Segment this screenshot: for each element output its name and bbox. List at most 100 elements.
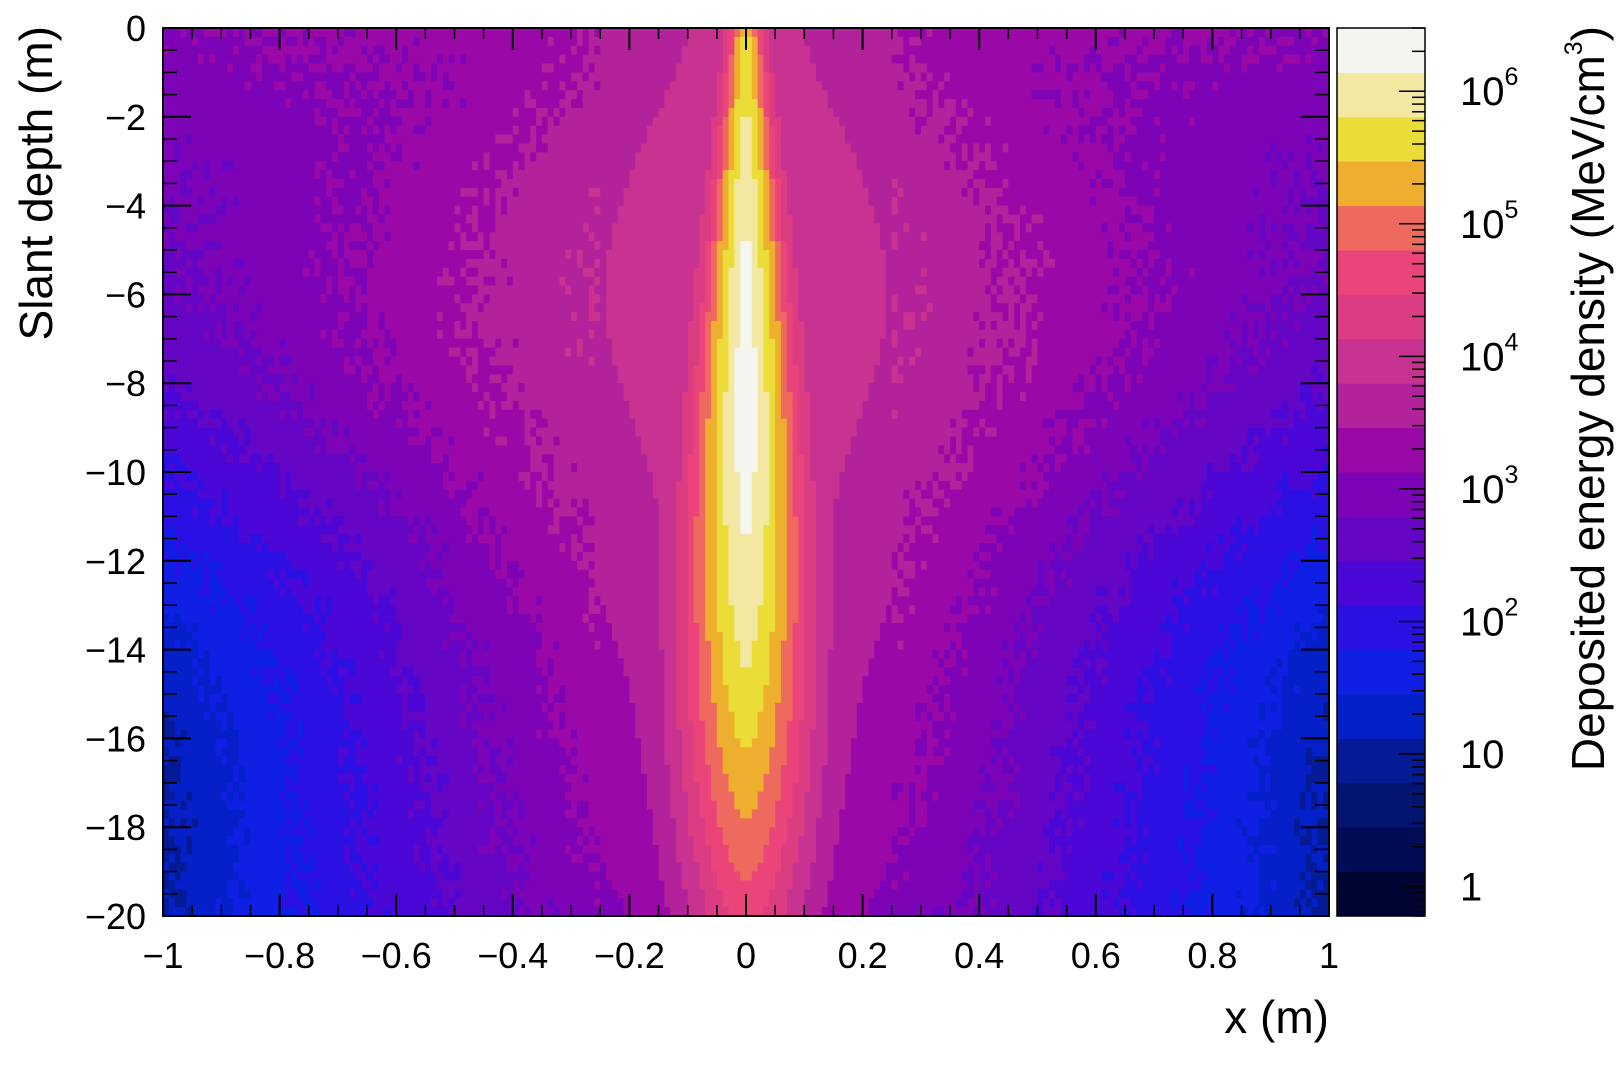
heatmap-cell: [1282, 205, 1289, 216]
heatmap-cell: [897, 409, 963, 420]
heatmap-cell: [979, 551, 992, 562]
heatmap-cell: [1171, 507, 1179, 517]
heatmap-cell: [332, 658, 356, 668]
heatmap-cell: [955, 596, 963, 606]
heatmap-cell: [763, 45, 770, 56]
heatmap-cell: [1323, 853, 1330, 864]
heatmap-cell: [163, 631, 193, 642]
heatmap-cell: [1177, 54, 1190, 65]
heatmap-cell: [763, 116, 770, 127]
heatmap-cell: [1148, 463, 1208, 473]
heatmap-cell: [180, 614, 246, 624]
heatmap-cell: [1142, 347, 1155, 358]
heatmap-cell: [1212, 729, 1219, 739]
heatmap-cell: [1014, 321, 1021, 331]
heatmap-cell: [390, 54, 403, 65]
heatmap-cell: [349, 445, 356, 455]
heatmap-cell: [483, 765, 491, 775]
heatmap-cell: [798, 551, 805, 562]
heatmap-cell: [425, 400, 432, 411]
heatmap-cell: [1020, 232, 1126, 242]
heatmap-cell: [1189, 782, 1196, 793]
heatmap-cell: [1136, 694, 1144, 704]
heatmap-cell: [1264, 800, 1272, 811]
heatmap-cell: [880, 223, 905, 233]
heatmap-cell: [967, 667, 1009, 677]
heatmap-cell: [1183, 622, 1190, 633]
heatmap-cell: [1089, 445, 1132, 455]
heatmap-cell: [734, 187, 759, 198]
heatmap-cell: [705, 338, 712, 349]
heatmap-cell: [775, 205, 782, 216]
heatmap-cell: [880, 338, 893, 349]
heatmap-cell: [1130, 338, 1138, 349]
heatmap-cell: [471, 676, 485, 686]
heatmap-cell: [477, 694, 496, 704]
heatmap-cell: [996, 587, 1033, 597]
heatmap-cell: [209, 658, 281, 668]
heatmap-cell: [885, 250, 986, 260]
heatmap-cell: [431, 827, 438, 837]
heatmap-cell: [658, 640, 677, 651]
heatmap-cell: [1124, 791, 1138, 802]
heatmap-cell: [1113, 400, 1120, 411]
heatmap-cell: [495, 409, 526, 420]
heatmap-cell: [1206, 418, 1295, 429]
heatmap-cell: [1078, 107, 1085, 118]
heatmap-cell: [355, 667, 391, 677]
heatmap-cell: [920, 347, 969, 358]
heatmap-cell: [174, 383, 187, 393]
heatmap-cell: [419, 409, 491, 420]
heatmap-cell: [163, 649, 199, 660]
heatmap-cell: [740, 125, 753, 136]
heatmap-cell: [728, 99, 735, 109]
heatmap-cell: [996, 250, 1004, 260]
heatmap-cell: [477, 321, 607, 331]
heatmap-cell: [897, 587, 910, 597]
heatmap-cell: [687, 605, 695, 615]
heatmap-cell: [495, 800, 502, 811]
heatmap-cell: [1107, 241, 1114, 251]
heatmap-cell: [501, 258, 508, 269]
heatmap-cell: [1031, 622, 1039, 633]
heatmap-cell: [448, 809, 496, 819]
heatmap-cell: [1002, 658, 1009, 668]
heatmap-cell: [938, 472, 957, 482]
heatmap-cell: [378, 338, 386, 349]
heatmap-cell: [378, 143, 386, 153]
heatmap-cell: [238, 285, 246, 295]
heatmap-cell: [378, 107, 391, 118]
heatmap-cell: [699, 454, 706, 464]
heatmap-cell: [1154, 694, 1208, 704]
heatmap-cell: [588, 303, 596, 313]
heatmap-cell: [1235, 685, 1272, 695]
heatmap-cell: [163, 409, 170, 420]
heatmap-cell: [985, 800, 998, 811]
heatmap-cell: [355, 569, 362, 580]
heatmap-cell: [658, 631, 677, 642]
heatmap-cell: [1218, 622, 1225, 633]
heatmap-cell: [1183, 409, 1272, 420]
heatmap-cell: [413, 392, 421, 402]
heatmap-cell: [1014, 765, 1021, 775]
heatmap-cell: [466, 720, 473, 731]
heatmap-cell: [641, 756, 665, 766]
heatmap-cell: [734, 232, 759, 242]
heatmap-cell: [483, 640, 491, 651]
heatmap-cell: [722, 827, 770, 837]
heatmap-cell: [757, 427, 770, 438]
heatmap-cell: [337, 534, 351, 544]
heatmap-cell: [897, 543, 905, 553]
heatmap-cell: [180, 765, 234, 775]
heatmap-cell: [786, 498, 794, 509]
heatmap-cell: [676, 649, 689, 660]
heatmap-cell: [221, 321, 228, 331]
heatmap-cell: [804, 809, 823, 819]
heatmap-cell: [985, 205, 992, 216]
heatmap-cell: [256, 640, 322, 651]
heatmap-cell: [355, 827, 362, 837]
heatmap-cell: [518, 187, 590, 198]
heatmap-cell: [693, 374, 706, 384]
heatmap-cell: [1014, 258, 1021, 269]
heatmap-cell: [786, 338, 794, 349]
